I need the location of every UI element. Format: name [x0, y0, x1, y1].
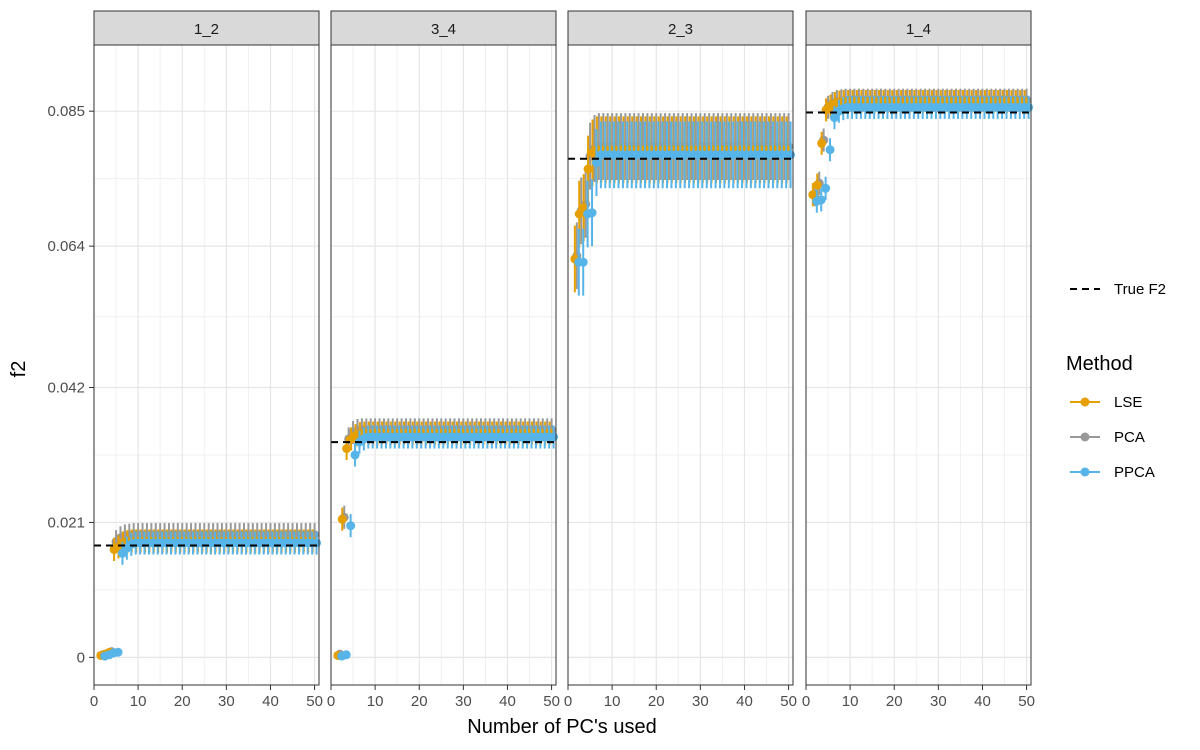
panel-border — [330, 44, 557, 686]
point-lse — [574, 209, 584, 219]
legend-key-point — [1080, 432, 1090, 442]
point-ppca — [591, 158, 601, 168]
panel-border — [567, 44, 794, 686]
x-tick-label: 40 — [262, 693, 279, 710]
x-tick-label: 0 — [90, 693, 98, 710]
x-tick-label: 10 — [604, 693, 621, 710]
x-tick-label: 50 — [543, 693, 560, 710]
data-layer — [333, 418, 559, 661]
legend-label: LSE — [1114, 394, 1142, 411]
point-ppca — [587, 208, 597, 218]
facet-strip-label: 1_4 — [906, 21, 931, 38]
x-tick-label: 0 — [802, 693, 810, 710]
facet-strip-label: 2_3 — [668, 21, 693, 38]
point-lse — [817, 138, 827, 148]
x-tick-label: 50 — [1018, 693, 1035, 710]
grid-lines — [330, 45, 556, 685]
point-ppca — [113, 647, 123, 657]
x-tick-label: 20 — [648, 693, 665, 710]
point-lse — [337, 514, 347, 524]
data-layer — [96, 523, 322, 661]
point-lse — [583, 164, 593, 174]
x-tick-label: 20 — [174, 693, 191, 710]
point-ppca — [578, 257, 588, 267]
point-ppca — [346, 521, 356, 531]
x-tick-label: 10 — [130, 693, 147, 710]
facet-panel-1_2: 1_2 0 10 20 30 40 50 — [90, 10, 323, 710]
panel-background — [331, 45, 556, 685]
x-tick-label: 50 — [780, 693, 797, 710]
x-tick-label: 20 — [411, 693, 428, 710]
facet-strip — [93, 10, 320, 46]
legend-entry-lse: LSE — [1070, 394, 1142, 411]
facet-strip-label: 3_4 — [431, 21, 456, 38]
x-axis-title: Number of PC's used — [467, 716, 656, 738]
y-tick-label: 0.085 — [47, 103, 85, 120]
point-ppca — [350, 450, 360, 460]
x-tick-label: 0 — [327, 693, 335, 710]
x-tick-label: 30 — [930, 693, 947, 710]
x-tick-label: 0 — [564, 693, 572, 710]
legend-label: PCA — [1114, 429, 1145, 446]
y-axis: 0 0.021 0.042 0.064 0.085 — [47, 103, 94, 666]
legend-method-title: Method — [1066, 353, 1133, 375]
y-tick-label: 0.064 — [47, 238, 85, 255]
point-ppca — [1024, 102, 1034, 112]
data-layer — [570, 113, 796, 296]
y-axis-title: f2 — [8, 361, 30, 378]
point-lse — [808, 190, 818, 200]
facet-panels: 1_2 0 10 20 30 40 50 3_4 0 10 20 30 40 50 2_3 0 10 20 30 40… — [90, 10, 1035, 710]
facet-strip — [567, 10, 794, 46]
legend-key-point — [1080, 397, 1090, 407]
panel-border — [805, 44, 1032, 686]
x-tick-label: 30 — [455, 693, 472, 710]
x-tick-label: 10 — [367, 693, 384, 710]
point-lse — [342, 444, 352, 454]
x-tick-label: 30 — [218, 693, 235, 710]
point-ppca — [816, 195, 826, 205]
point-ppca — [549, 432, 559, 442]
facet-panel-1_4: 1_4 0 10 20 30 40 50 — [802, 10, 1035, 710]
point-lse — [812, 180, 822, 190]
y-tick-label: 0.021 — [47, 514, 85, 531]
legend-label: PPCA — [1114, 464, 1155, 481]
x-tick-label: 40 — [499, 693, 516, 710]
facet-strip — [805, 10, 1032, 46]
legend: True F2 Method LSE PCA PPCA — [1066, 281, 1166, 481]
facet-strip-label: 1_2 — [194, 21, 219, 38]
point-ppca — [829, 113, 839, 123]
facet-panel-3_4: 3_4 0 10 20 30 40 50 — [327, 10, 560, 710]
x-tick-label: 40 — [736, 693, 753, 710]
y-tick-label: 0.042 — [47, 379, 85, 396]
x-tick-label: 50 — [306, 693, 323, 710]
point-ppca — [341, 650, 351, 660]
x-tick-label: 10 — [842, 693, 859, 710]
x-tick-label: 30 — [692, 693, 709, 710]
legend-entry-ppca: PPCA — [1070, 464, 1155, 481]
panel-background — [94, 45, 319, 685]
panel-background — [806, 45, 1031, 685]
facet-strip — [330, 10, 557, 46]
point-ppca — [821, 183, 831, 193]
point-ppca — [825, 145, 835, 155]
facet-panel-2_3: 2_3 0 10 20 30 40 50 — [564, 10, 797, 710]
legend-key-point — [1080, 467, 1090, 477]
data-layer — [808, 88, 1034, 213]
x-tick-label: 40 — [974, 693, 991, 710]
x-tick-label: 20 — [886, 693, 903, 710]
legend-entry-pca: PCA — [1070, 429, 1145, 446]
panel-border — [93, 44, 320, 686]
y-tick-label: 0 — [77, 649, 85, 666]
legend-true-f2-label: True F2 — [1114, 281, 1166, 298]
point-lse — [579, 203, 589, 213]
legend-method-entries: LSE PCA PPCA — [1070, 394, 1155, 481]
